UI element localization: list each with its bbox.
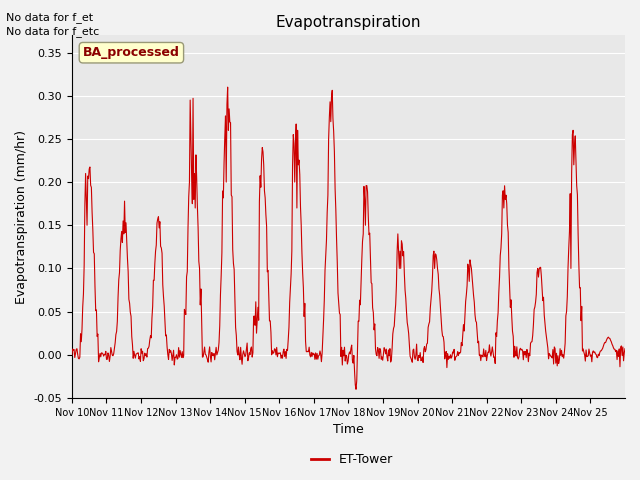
Text: BA_processed: BA_processed [83,46,180,59]
Legend: ET-Tower: ET-Tower [305,448,399,471]
Text: No data for f_etc: No data for f_etc [6,26,100,37]
X-axis label: Time: Time [333,423,364,436]
Title: Evapotranspiration: Evapotranspiration [276,15,421,30]
Text: No data for f_et: No data for f_et [6,12,93,23]
Y-axis label: Evapotranspiration (mm/hr): Evapotranspiration (mm/hr) [15,130,28,304]
